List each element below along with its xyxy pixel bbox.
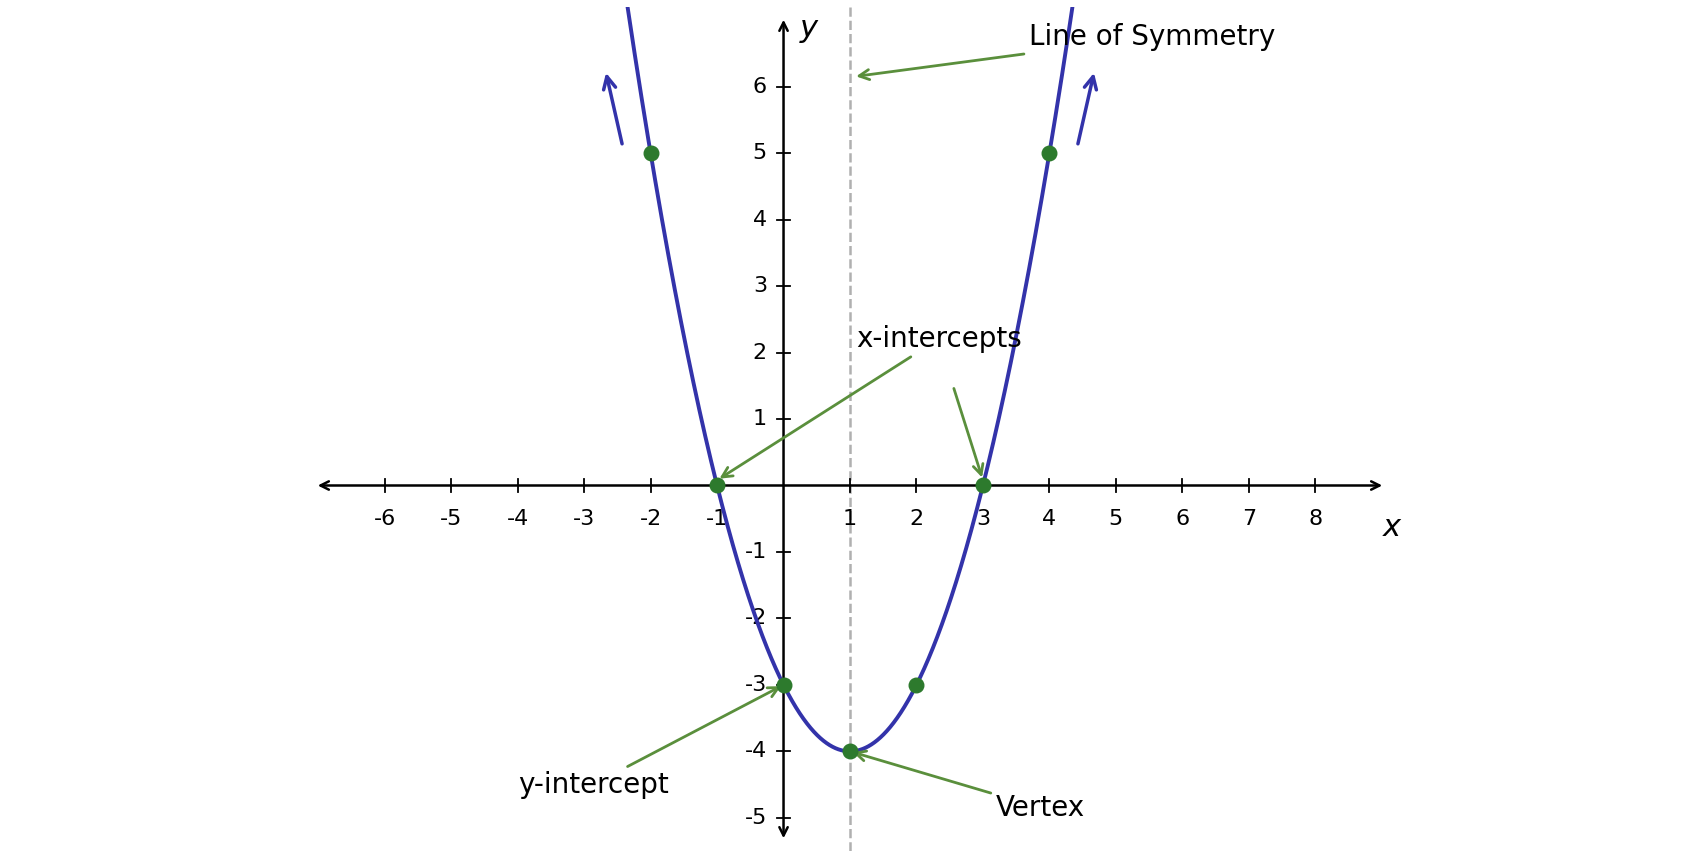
Text: -3: -3 — [573, 509, 595, 529]
Text: -3: -3 — [745, 675, 767, 695]
Text: 6: 6 — [1175, 509, 1190, 529]
Text: -5: -5 — [745, 808, 767, 828]
Text: 1: 1 — [843, 509, 857, 529]
Text: x-intercepts: x-intercepts — [722, 324, 1022, 477]
Text: -1: -1 — [745, 542, 767, 562]
Point — [1035, 147, 1062, 160]
Text: x: x — [1382, 513, 1401, 542]
Text: 2: 2 — [753, 342, 767, 363]
Text: -4: -4 — [745, 741, 767, 761]
Text: 1: 1 — [753, 409, 767, 429]
Text: -2: -2 — [639, 509, 661, 529]
Text: 5: 5 — [753, 143, 767, 163]
Text: 6: 6 — [753, 76, 767, 97]
Point — [903, 678, 930, 692]
Text: 4: 4 — [753, 209, 767, 230]
Text: y-intercept: y-intercept — [518, 687, 779, 799]
Text: Vertex: Vertex — [855, 751, 1085, 822]
Text: 3: 3 — [976, 509, 989, 529]
Text: 2: 2 — [910, 509, 923, 529]
Point — [969, 479, 996, 492]
Text: 5: 5 — [1108, 509, 1124, 529]
Text: -4: -4 — [507, 509, 529, 529]
Text: y: y — [801, 14, 818, 43]
Text: 7: 7 — [1241, 509, 1256, 529]
Text: -5: -5 — [440, 509, 462, 529]
Text: 8: 8 — [1309, 509, 1323, 529]
Point — [638, 147, 665, 160]
Text: 3: 3 — [753, 276, 767, 296]
Point — [704, 479, 731, 492]
Text: 4: 4 — [1042, 509, 1056, 529]
Point — [770, 678, 797, 692]
Point — [836, 745, 864, 758]
Text: -1: -1 — [706, 509, 728, 529]
Text: Line of Symmetry: Line of Symmetry — [858, 23, 1275, 80]
Text: -2: -2 — [745, 608, 767, 628]
Text: -6: -6 — [374, 509, 396, 529]
